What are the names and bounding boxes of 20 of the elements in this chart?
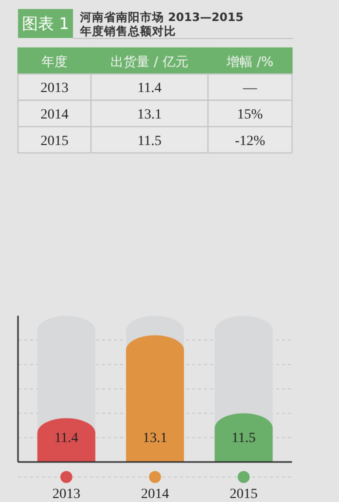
data-label: 11.4 [54,431,78,446]
x-tick-label: 2013 [52,487,80,502]
text: 出货量 / 亿元 [110,55,188,70]
text: 13.1 [137,107,162,122]
text: 11.5 [138,134,162,149]
text: 15% [237,107,264,122]
text: — [242,81,258,96]
text: -12% [234,134,266,149]
text: 2014 [40,107,68,122]
data-label: 13.1 [142,431,168,446]
text: 2015 [40,134,68,149]
text: 2013 [40,81,68,96]
text: 图表 1 [22,14,70,33]
data-label: 11.5 [232,431,256,446]
x-tick-label: 2015 [230,487,258,502]
x-tick-label: 2014 [141,487,169,502]
text: 河南省南阳市场 2013—2015 年度销售总额对比 [79,10,248,38]
text: 11.4 [138,81,162,96]
text: 年度 [42,54,68,70]
text: 增幅 /% [226,55,274,70]
